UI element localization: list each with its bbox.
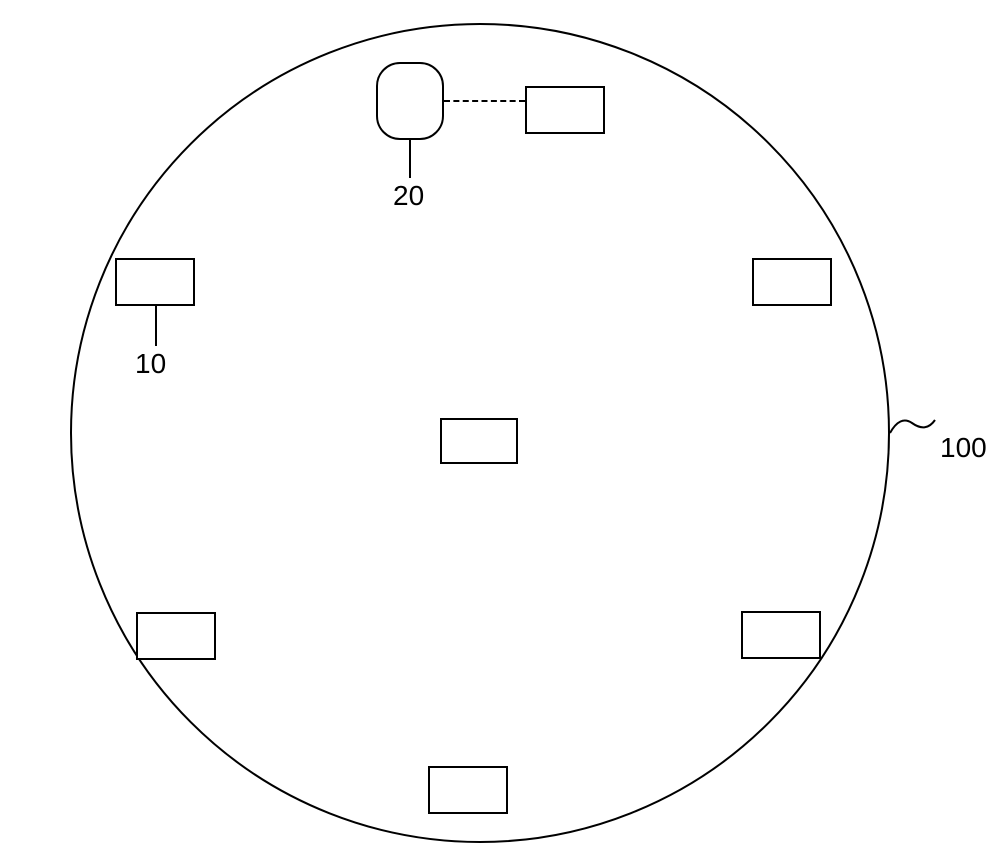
leader-100-curve [0, 0, 1000, 867]
diagram-canvas: 10 20 100 [0, 0, 1000, 867]
label-100: 100 [940, 432, 987, 464]
